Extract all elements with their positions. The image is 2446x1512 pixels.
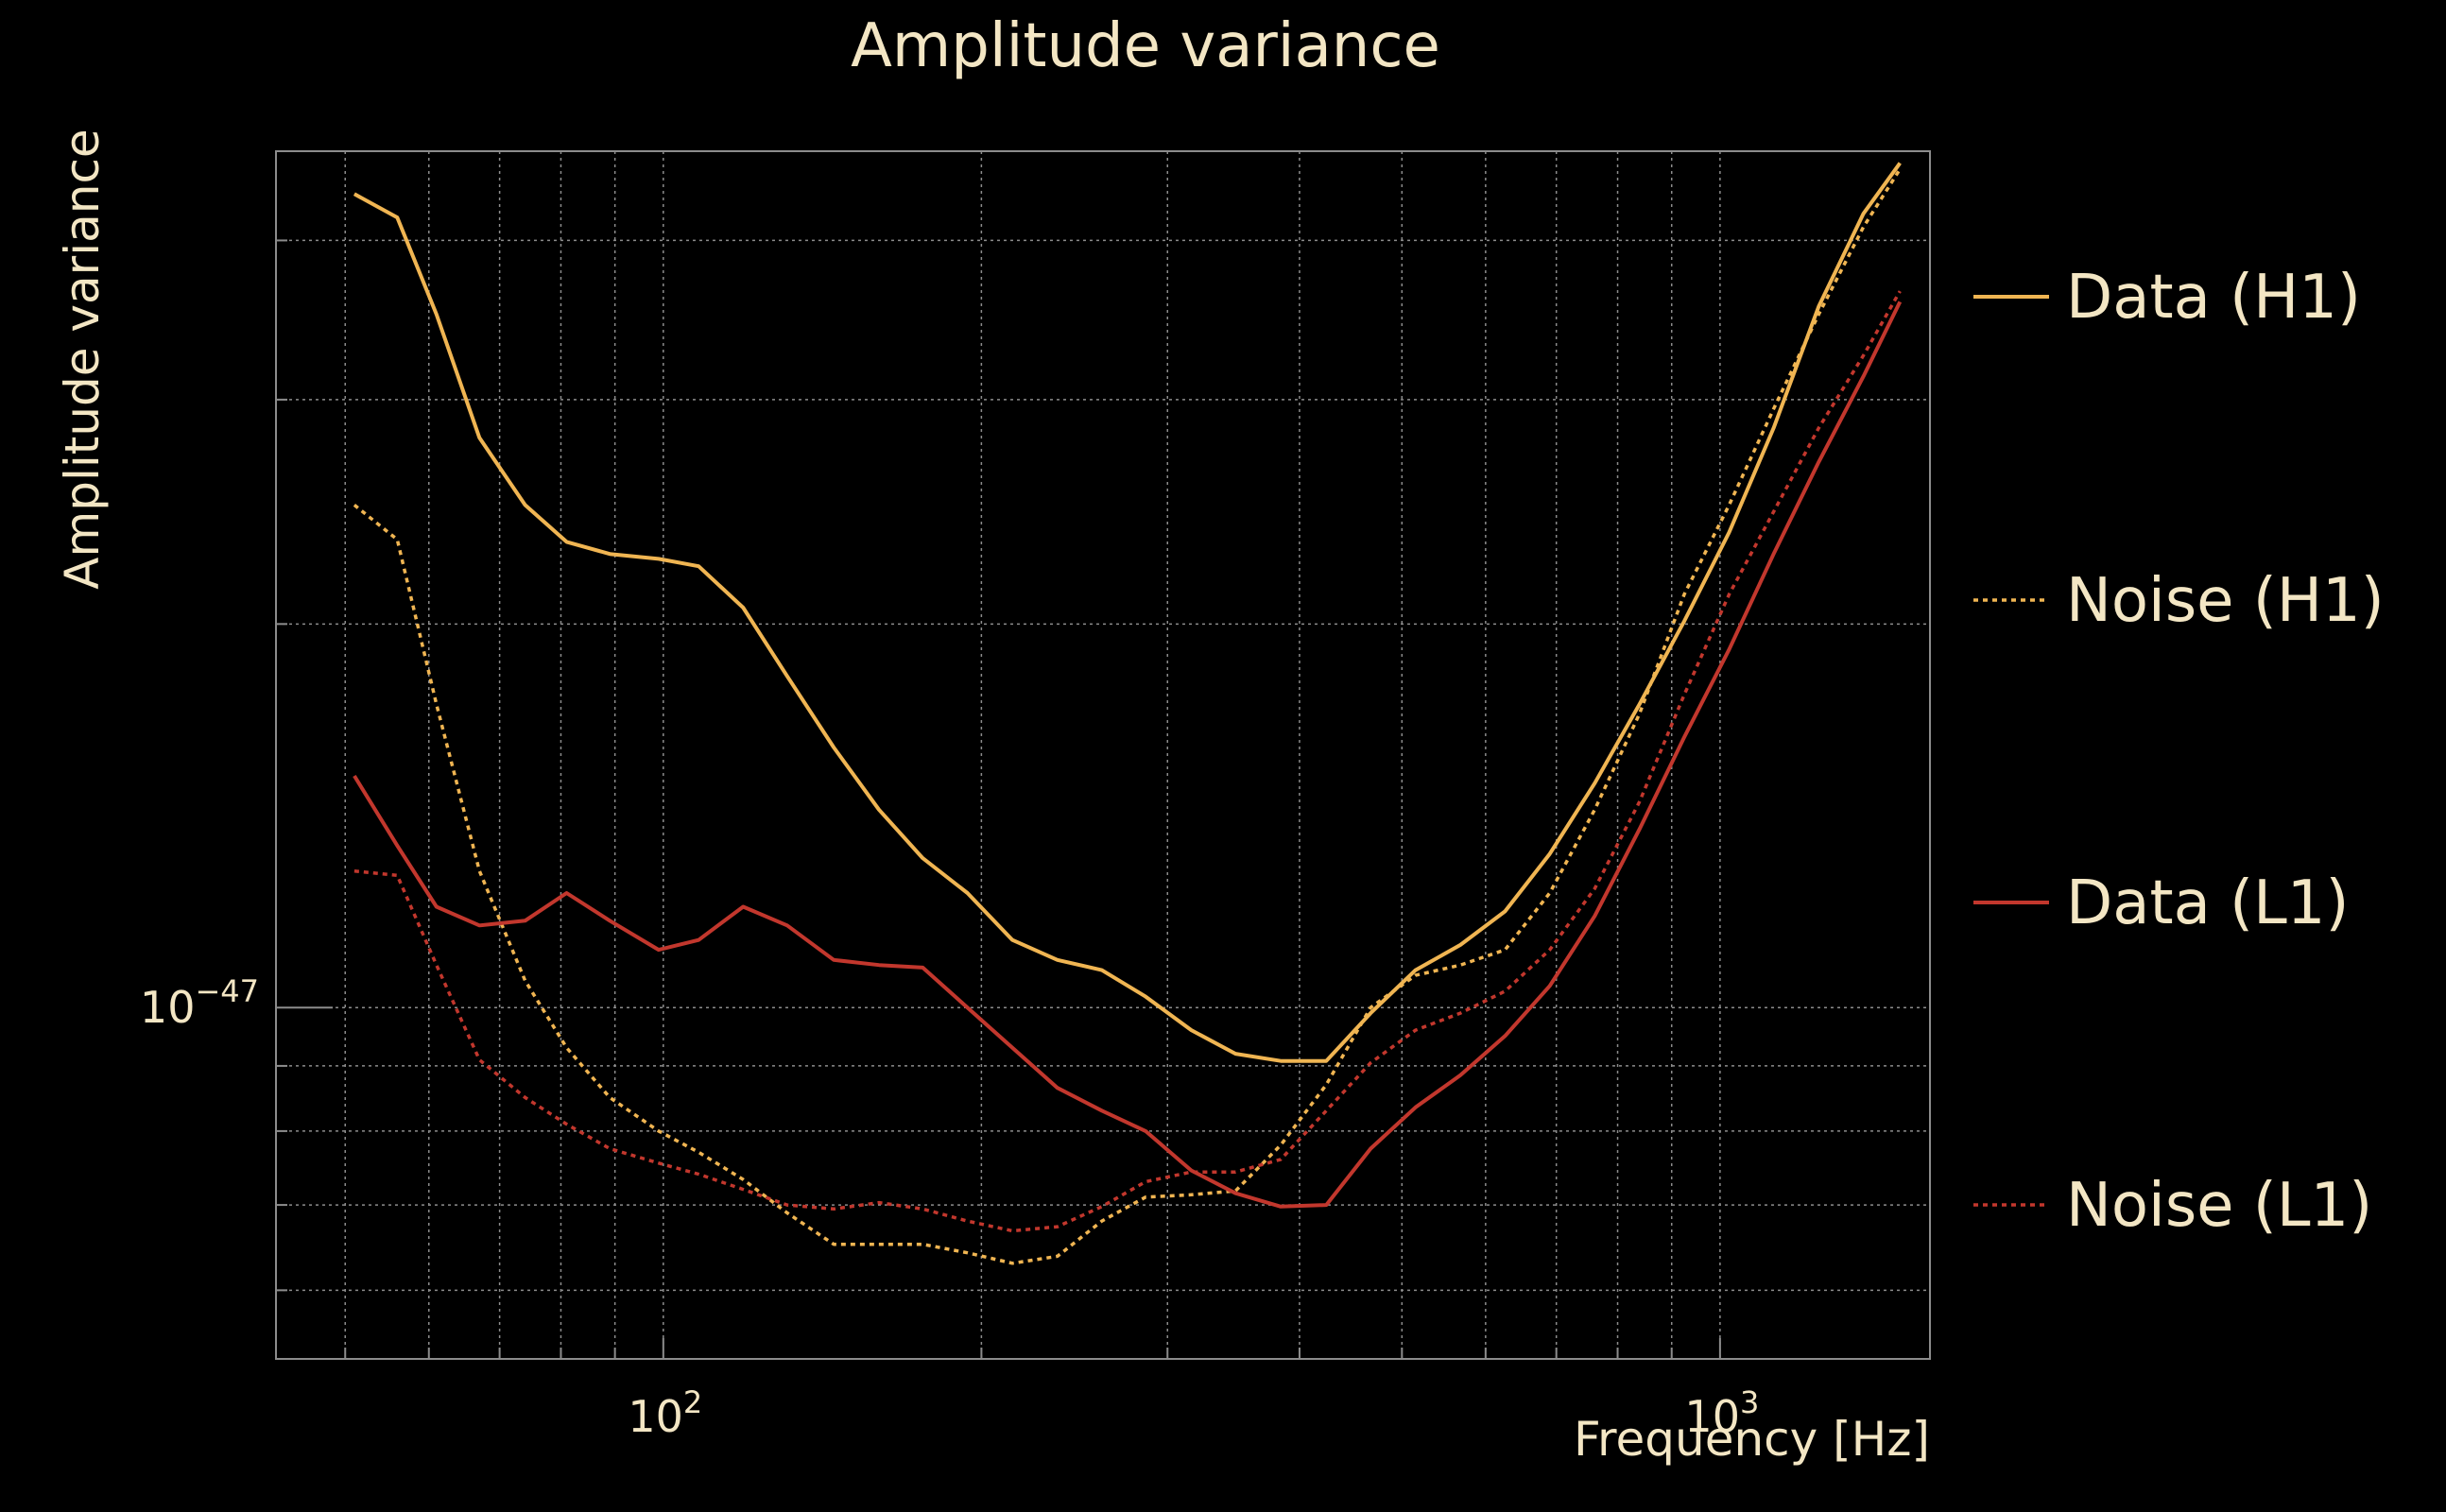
y-tick-label: 10−47 [140, 973, 259, 1033]
grid-lines [276, 151, 1930, 1359]
legend-label: Noise (H1) [2066, 566, 2385, 636]
legend-label: Data (L1) [2066, 868, 2349, 938]
x-tick-label: 103 [1684, 1384, 1759, 1442]
x-axis-label: Frequency [Hz] [1574, 1412, 1930, 1467]
legend-label: Data (H1) [2066, 263, 2361, 333]
axis-ticks: 102 103 10−47 [140, 239, 1759, 1442]
legend: Data (H1) Noise (H1) Data (L1) Noise (L1) [1973, 263, 2385, 1241]
x-tick-label: 102 [628, 1384, 702, 1442]
legend-label: Noise (L1) [2066, 1171, 2372, 1241]
series-line-noise-l1 [353, 290, 1902, 1233]
series-line-data-l1 [353, 301, 1903, 1209]
chart-title: Amplitude variance [851, 11, 1440, 81]
plot-frame [275, 150, 1931, 1360]
series-line-noise-h1 [353, 168, 1902, 1265]
y-axis-label: Amplitude variance [55, 129, 110, 589]
series-lines [353, 162, 1903, 1265]
